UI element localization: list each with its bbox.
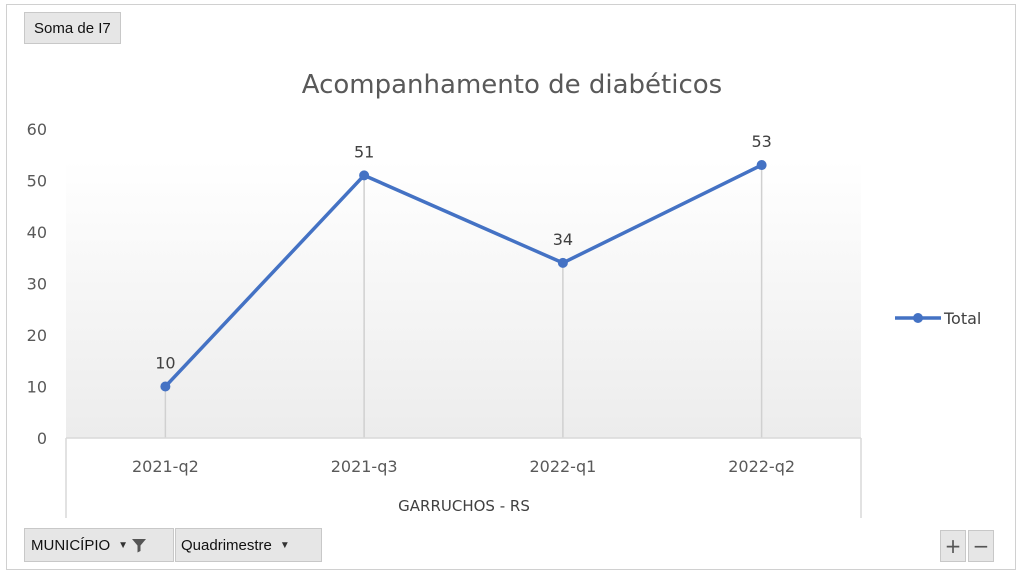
field-button-soma-i7[interactable]: Soma de I7 bbox=[24, 12, 121, 44]
data-label: 34 bbox=[553, 230, 573, 249]
data-point bbox=[756, 160, 767, 171]
expand-button[interactable]: + bbox=[940, 530, 966, 562]
data-point bbox=[359, 170, 370, 181]
y-tick-label: 10 bbox=[27, 378, 47, 397]
y-tick-label: 0 bbox=[37, 429, 47, 448]
municipio-filter-button[interactable]: MUNICÍPIO ▼ bbox=[24, 528, 174, 562]
y-tick-label: 40 bbox=[27, 223, 47, 242]
x-tick-label: 2022-q2 bbox=[728, 457, 795, 476]
x-tick-label: 2021-q2 bbox=[132, 457, 199, 476]
municipio-filter-label: MUNICÍPIO bbox=[31, 536, 111, 554]
data-point bbox=[160, 381, 171, 392]
plot-area bbox=[66, 160, 861, 438]
filter-icon bbox=[132, 539, 147, 553]
dropdown-arrow-icon: ▼ bbox=[118, 539, 129, 551]
series-line-total bbox=[164, 163, 763, 388]
group-label: GARRUCHOS - RS bbox=[398, 497, 530, 515]
x-tick-label: 2021-q3 bbox=[331, 457, 398, 476]
y-tick-label: 20 bbox=[27, 326, 47, 345]
data-point bbox=[557, 257, 568, 268]
field-button-label: Soma de I7 bbox=[34, 19, 111, 37]
y-tick-label: 60 bbox=[27, 120, 47, 139]
dropdown-arrow-icon: ▼ bbox=[279, 539, 290, 551]
legend-marker bbox=[913, 313, 923, 323]
y-tick-label: 50 bbox=[27, 172, 47, 191]
x-tick-label: 2022-q1 bbox=[529, 457, 596, 476]
legend-label: Total bbox=[943, 309, 981, 328]
data-label: 10 bbox=[155, 354, 175, 373]
quadrimestre-filter-button[interactable]: Quadrimestre ▼ bbox=[175, 528, 322, 562]
data-label: 53 bbox=[751, 132, 771, 151]
quadrimestre-filter-label: Quadrimestre bbox=[181, 536, 272, 554]
data-label: 51 bbox=[354, 142, 374, 161]
chart-title: Acompanhamento de diabéticos bbox=[302, 70, 722, 100]
collapse-button[interactable]: − bbox=[968, 530, 994, 562]
y-tick-label: 30 bbox=[27, 275, 47, 294]
